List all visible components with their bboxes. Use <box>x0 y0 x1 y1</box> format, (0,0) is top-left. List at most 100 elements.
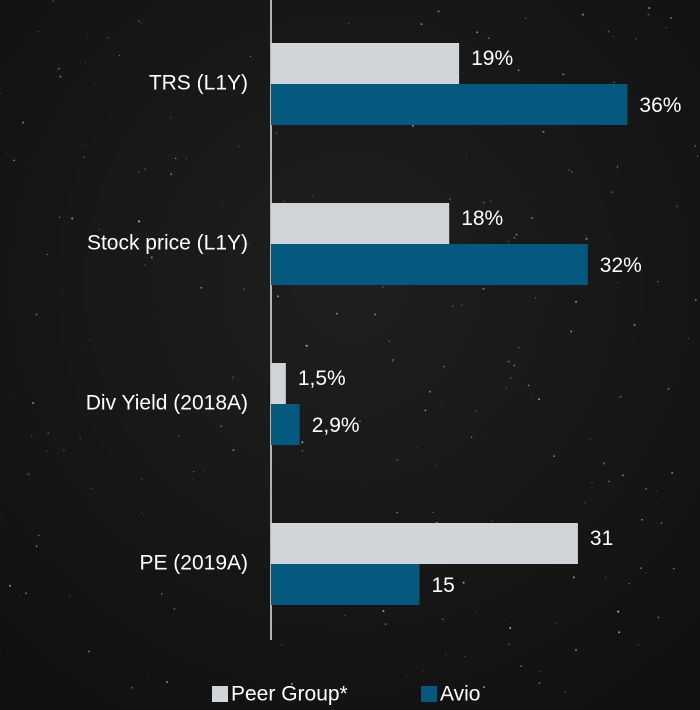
star <box>200 286 203 289</box>
star <box>628 583 630 585</box>
star <box>406 674 408 676</box>
star <box>505 387 507 389</box>
star <box>90 487 93 490</box>
star <box>0 519 1 521</box>
star <box>532 195 534 196</box>
star <box>441 618 444 621</box>
star <box>98 228 100 231</box>
star <box>517 346 520 349</box>
star <box>46 253 48 256</box>
legend-label: Avio <box>440 683 480 706</box>
star <box>484 636 486 638</box>
star <box>531 397 533 399</box>
star <box>118 54 120 57</box>
star <box>555 622 557 624</box>
star <box>94 82 96 84</box>
star <box>487 37 490 40</box>
star <box>359 420 361 423</box>
star <box>301 441 304 444</box>
star <box>443 365 445 368</box>
star <box>591 481 593 484</box>
star <box>13 159 16 162</box>
star <box>8 584 12 587</box>
star <box>150 256 153 259</box>
star <box>620 396 622 398</box>
star <box>509 377 512 379</box>
star <box>242 288 245 290</box>
star <box>571 171 573 173</box>
star <box>384 623 387 626</box>
star <box>570 330 573 333</box>
star <box>130 687 133 689</box>
star <box>280 643 283 646</box>
star <box>482 686 485 689</box>
star <box>392 358 394 361</box>
star <box>147 678 149 680</box>
star <box>645 487 648 490</box>
star <box>596 381 597 383</box>
star <box>507 240 510 243</box>
category-label: Stock price (L1Y) <box>87 232 248 255</box>
star <box>32 402 35 404</box>
star <box>482 287 485 290</box>
star <box>47 432 50 435</box>
star <box>138 20 140 22</box>
star <box>19 596 21 598</box>
legend-label: Peer Group* <box>231 683 348 706</box>
star <box>291 682 293 685</box>
star <box>515 233 518 236</box>
bar <box>271 43 460 84</box>
value-label: 31 <box>590 527 613 550</box>
star <box>474 410 477 413</box>
star <box>507 643 510 646</box>
star <box>396 511 399 514</box>
star <box>391 360 394 362</box>
star <box>583 501 586 504</box>
star <box>448 198 451 201</box>
star <box>79 121 81 123</box>
star <box>637 644 640 646</box>
star <box>193 471 195 473</box>
star <box>510 622 511 624</box>
star <box>513 364 516 367</box>
star <box>422 670 425 673</box>
star <box>613 35 615 38</box>
star <box>22 121 25 124</box>
star <box>572 576 575 579</box>
star <box>618 631 621 634</box>
star <box>61 292 63 294</box>
star <box>58 216 61 219</box>
star <box>585 237 588 240</box>
star <box>396 458 399 461</box>
star <box>645 572 647 574</box>
star <box>509 627 512 629</box>
star <box>616 166 619 168</box>
star <box>52 0 55 2</box>
star <box>465 156 468 158</box>
category-label: TRS (L1Y) <box>149 72 248 95</box>
value-label: 15 <box>432 574 455 597</box>
star <box>489 200 492 203</box>
star <box>382 610 385 613</box>
star <box>564 691 566 693</box>
star <box>662 496 664 498</box>
star <box>88 650 90 653</box>
star <box>538 682 541 684</box>
star <box>319 420 321 422</box>
star <box>276 295 279 298</box>
star <box>534 297 536 299</box>
star <box>144 264 146 266</box>
star <box>335 312 338 315</box>
star <box>470 436 473 438</box>
bar <box>271 203 450 244</box>
star <box>247 244 249 246</box>
star <box>46 450 48 452</box>
star <box>672 567 675 570</box>
star <box>89 338 91 341</box>
star <box>185 157 187 159</box>
star <box>656 490 658 492</box>
star <box>237 145 240 148</box>
category-label: Div Yield (2018A) <box>86 392 248 415</box>
value-label: 2,9% <box>312 414 360 437</box>
star <box>633 264 636 267</box>
